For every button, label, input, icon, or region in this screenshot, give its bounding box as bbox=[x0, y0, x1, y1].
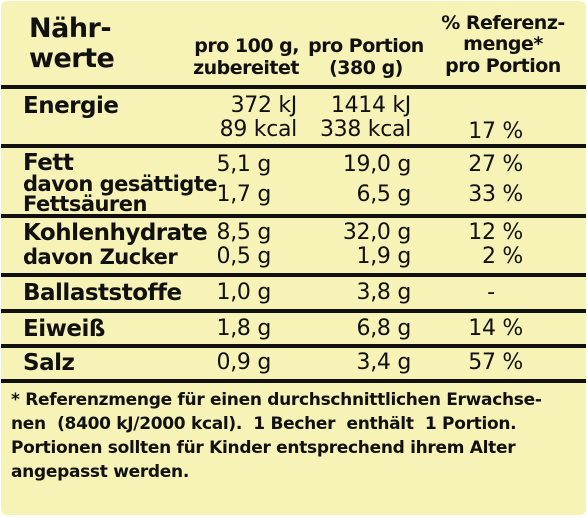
row-divider bbox=[1, 214, 586, 218]
salt-ri: 57 % bbox=[468, 350, 523, 375]
fibre-ri: - bbox=[487, 280, 495, 305]
row-label-saturates-line2: Fettsäuren bbox=[23, 192, 147, 216]
table-title-line1: Nähr- bbox=[29, 13, 112, 44]
row-divider bbox=[1, 344, 586, 348]
energy-per100-kcal: 89 kcal bbox=[219, 117, 298, 142]
footnote-line4: angepasst werden. bbox=[11, 462, 189, 482]
protein-ri: 14 % bbox=[468, 316, 523, 341]
row-label-sugars: davon Zucker bbox=[23, 245, 178, 269]
fat-portion: 19,0 g bbox=[342, 152, 411, 177]
carbs-ri: 12 % bbox=[468, 220, 523, 245]
col-header-ri-line2: menge* bbox=[463, 33, 543, 55]
fibre-portion: 3,8 g bbox=[356, 280, 412, 305]
carbs-per100: 8,5 g bbox=[216, 220, 272, 245]
col-header-portion-line2: (380 g) bbox=[329, 57, 403, 79]
sugars-ri: 2 % bbox=[482, 244, 523, 269]
salt-portion: 3,4 g bbox=[356, 350, 412, 375]
col-header-ri-line1: % Referenz- bbox=[441, 12, 565, 34]
protein-per100: 1,8 g bbox=[216, 316, 272, 341]
table-title-line2: werte bbox=[29, 43, 115, 74]
fat-per100: 5,1 g bbox=[216, 152, 272, 177]
row-divider bbox=[1, 309, 586, 313]
energy-per100-kj: 372 kJ bbox=[230, 93, 298, 118]
row-label-salt: Salz bbox=[23, 350, 75, 376]
row-label-saturates-line1: davon gesättigte bbox=[23, 172, 218, 196]
saturates-portion: 6,5 g bbox=[356, 182, 412, 207]
row-label-fibre: Ballaststoffe bbox=[23, 280, 182, 306]
fibre-per100: 1,0 g bbox=[216, 280, 272, 305]
table-bottom-divider bbox=[1, 379, 586, 383]
energy-portion-kj: 1414 kJ bbox=[330, 93, 411, 118]
energy-portion-kcal: 338 kcal bbox=[319, 117, 411, 142]
salt-per100: 0,9 g bbox=[216, 350, 272, 375]
row-label-carbs: Kohlenhydrate bbox=[23, 220, 208, 246]
row-divider bbox=[1, 273, 586, 277]
col-header-per100-line2: zubereitet bbox=[193, 57, 299, 79]
sugars-per100: 0,5 g bbox=[216, 244, 272, 269]
row-label-fat: Fett bbox=[23, 150, 74, 176]
col-header-per100-line1: pro 100 g, bbox=[194, 35, 299, 57]
protein-portion: 6,8 g bbox=[356, 316, 412, 341]
row-divider bbox=[1, 144, 586, 148]
footnote-line1: * Referenzmenge für einen durchschnittli… bbox=[11, 390, 542, 410]
header-divider bbox=[1, 85, 586, 89]
row-label-energy: Energie bbox=[23, 93, 119, 119]
col-header-portion-line1: pro Portion bbox=[308, 35, 424, 57]
footnote-line2: nen (8400 kJ/2000 kcal). 1 Becher enthäl… bbox=[11, 414, 517, 434]
saturates-ri: 33 % bbox=[468, 182, 523, 207]
saturates-per100: 1,7 g bbox=[216, 182, 272, 207]
carbs-portion: 32,0 g bbox=[342, 220, 411, 245]
footnote-line3: Portionen sollten für Kinder entsprechen… bbox=[11, 438, 516, 458]
col-header-ri-line3: pro Portion bbox=[445, 55, 561, 77]
sugars-portion: 1,9 g bbox=[356, 244, 412, 269]
energy-ri: 17 % bbox=[468, 119, 523, 144]
fat-ri: 27 % bbox=[468, 152, 523, 177]
row-label-protein: Eiweiß bbox=[23, 316, 105, 342]
